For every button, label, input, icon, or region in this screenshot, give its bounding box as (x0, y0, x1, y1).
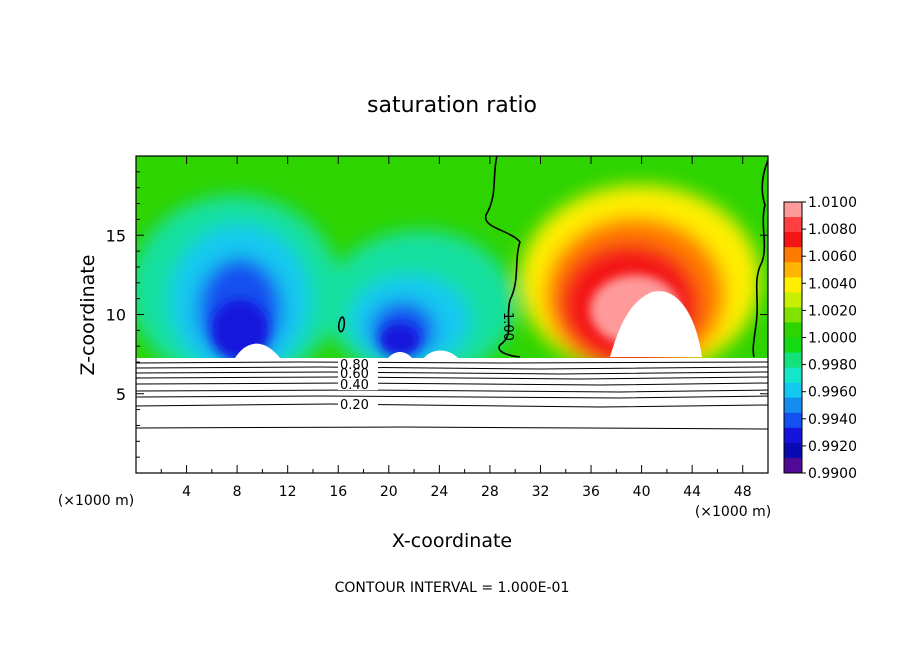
contour-line-0.60 (136, 376, 768, 380)
x-tick-label: 40 (633, 484, 651, 500)
x-tick-label: 20 (380, 484, 398, 500)
y-tick-label: 5 (116, 385, 126, 404)
x-tick-label: 4 (182, 484, 191, 500)
field-white-cap (610, 291, 702, 357)
x-tick-label: 48 (734, 484, 752, 500)
x-tick-label: 12 (279, 484, 297, 500)
chart-title: saturation ratio (367, 93, 537, 118)
colorbar-swatch (784, 337, 802, 354)
colorbar-swatch (784, 442, 802, 459)
colorbar-label: 1.0020 (808, 303, 857, 319)
contour-line-0.40 (136, 389, 768, 393)
colorbar-swatch (784, 382, 802, 399)
field-white-blob-2 (388, 352, 412, 358)
contour-line-0.10 (136, 426, 768, 430)
colorbar-swatch (784, 307, 802, 323)
contour-line-0.70 (136, 371, 768, 375)
contour-interval-note: CONTOUR INTERVAL = 1.000E-01 (335, 580, 570, 596)
x-tick-label: 24 (430, 484, 448, 500)
colorbar-swatch (784, 397, 802, 414)
colorbar-swatch (784, 457, 802, 474)
contour-line-0.80 (136, 366, 768, 370)
contour-label-0.20: 0.20 (340, 398, 369, 413)
contour-labels: 0.80 0.60 0.40 0.20 1.00 (338, 312, 515, 413)
colorbar-label: 1.0080 (808, 222, 857, 238)
x-tick-label: 28 (481, 484, 499, 500)
contour-label-0.60: 0.60 (340, 367, 369, 382)
colorbar-label: 0.9920 (808, 439, 857, 455)
colorbar-swatch (784, 427, 802, 444)
contour-line-0.20 (136, 403, 768, 408)
x-tick-label: 36 (582, 484, 600, 500)
colorbar-swatch (784, 202, 802, 218)
y-tick-label: 10 (106, 306, 126, 325)
contour-line-1.00-closed (337, 316, 346, 333)
colorbar-swatch (784, 367, 802, 384)
field-white-blob-1 (235, 343, 280, 358)
contour-line-0.50 (136, 382, 768, 386)
colorbar-label: 1.0000 (808, 331, 857, 347)
x-axis-title: X-coordinate (392, 530, 512, 552)
colorbar-label: 0.9900 (808, 466, 857, 482)
colorbar-swatch (784, 247, 802, 263)
colorbar-swatch (784, 217, 802, 233)
y-axis: 5 10 15 (106, 171, 768, 458)
x-axis: 4 8 12 16 20 24 28 32 36 40 44 48 (160, 156, 752, 500)
contour-label-1.00: 1.00 (500, 312, 515, 341)
x-unit-right: (×1000 m) (695, 504, 771, 520)
x-tick-label: 44 (683, 484, 701, 500)
colorbar-label: 0.9980 (808, 358, 857, 374)
contour-label-0.40: 0.40 (340, 378, 369, 393)
y-tick-label: 15 (106, 226, 126, 245)
colorbar-label: 1.0060 (808, 249, 857, 265)
colorbar: 1.0100 1.0080 1.0060 1.0040 1.0020 1.0000 0.99… (783, 195, 857, 482)
colorbar-swatch (784, 352, 802, 369)
colorbar-swatch (784, 262, 802, 278)
colorbar-swatch (784, 232, 802, 248)
colorbar-label: 1.0040 (808, 276, 857, 292)
x-tick-label: 8 (233, 484, 242, 500)
colorbar-swatch (784, 292, 802, 308)
field-region-darkblue-mid (380, 324, 420, 356)
field-white-blob-3 (424, 350, 458, 358)
x-tick-label: 32 (532, 484, 550, 500)
y-axis-title: Z-coordinate (77, 255, 99, 376)
x-unit-left: (×1000 m) (58, 493, 134, 509)
x-tick-label: 16 (329, 484, 347, 500)
colorbar-swatch (784, 322, 802, 338)
colorbar-label: 0.9960 (808, 385, 857, 401)
contour-line-1.00-right (752, 159, 768, 358)
colorbar-swatch (784, 277, 802, 293)
heatmap-field (136, 156, 768, 473)
field-lower-region (136, 358, 768, 473)
colorbar-swatch (784, 412, 802, 429)
colorbar-label: 1.0100 (808, 195, 857, 211)
contour-line-1.00-left (485, 156, 521, 358)
contour-line-0.90 (136, 361, 768, 364)
colorbar-label: 0.9940 (808, 412, 857, 428)
contour-line-0.30 (136, 395, 768, 399)
